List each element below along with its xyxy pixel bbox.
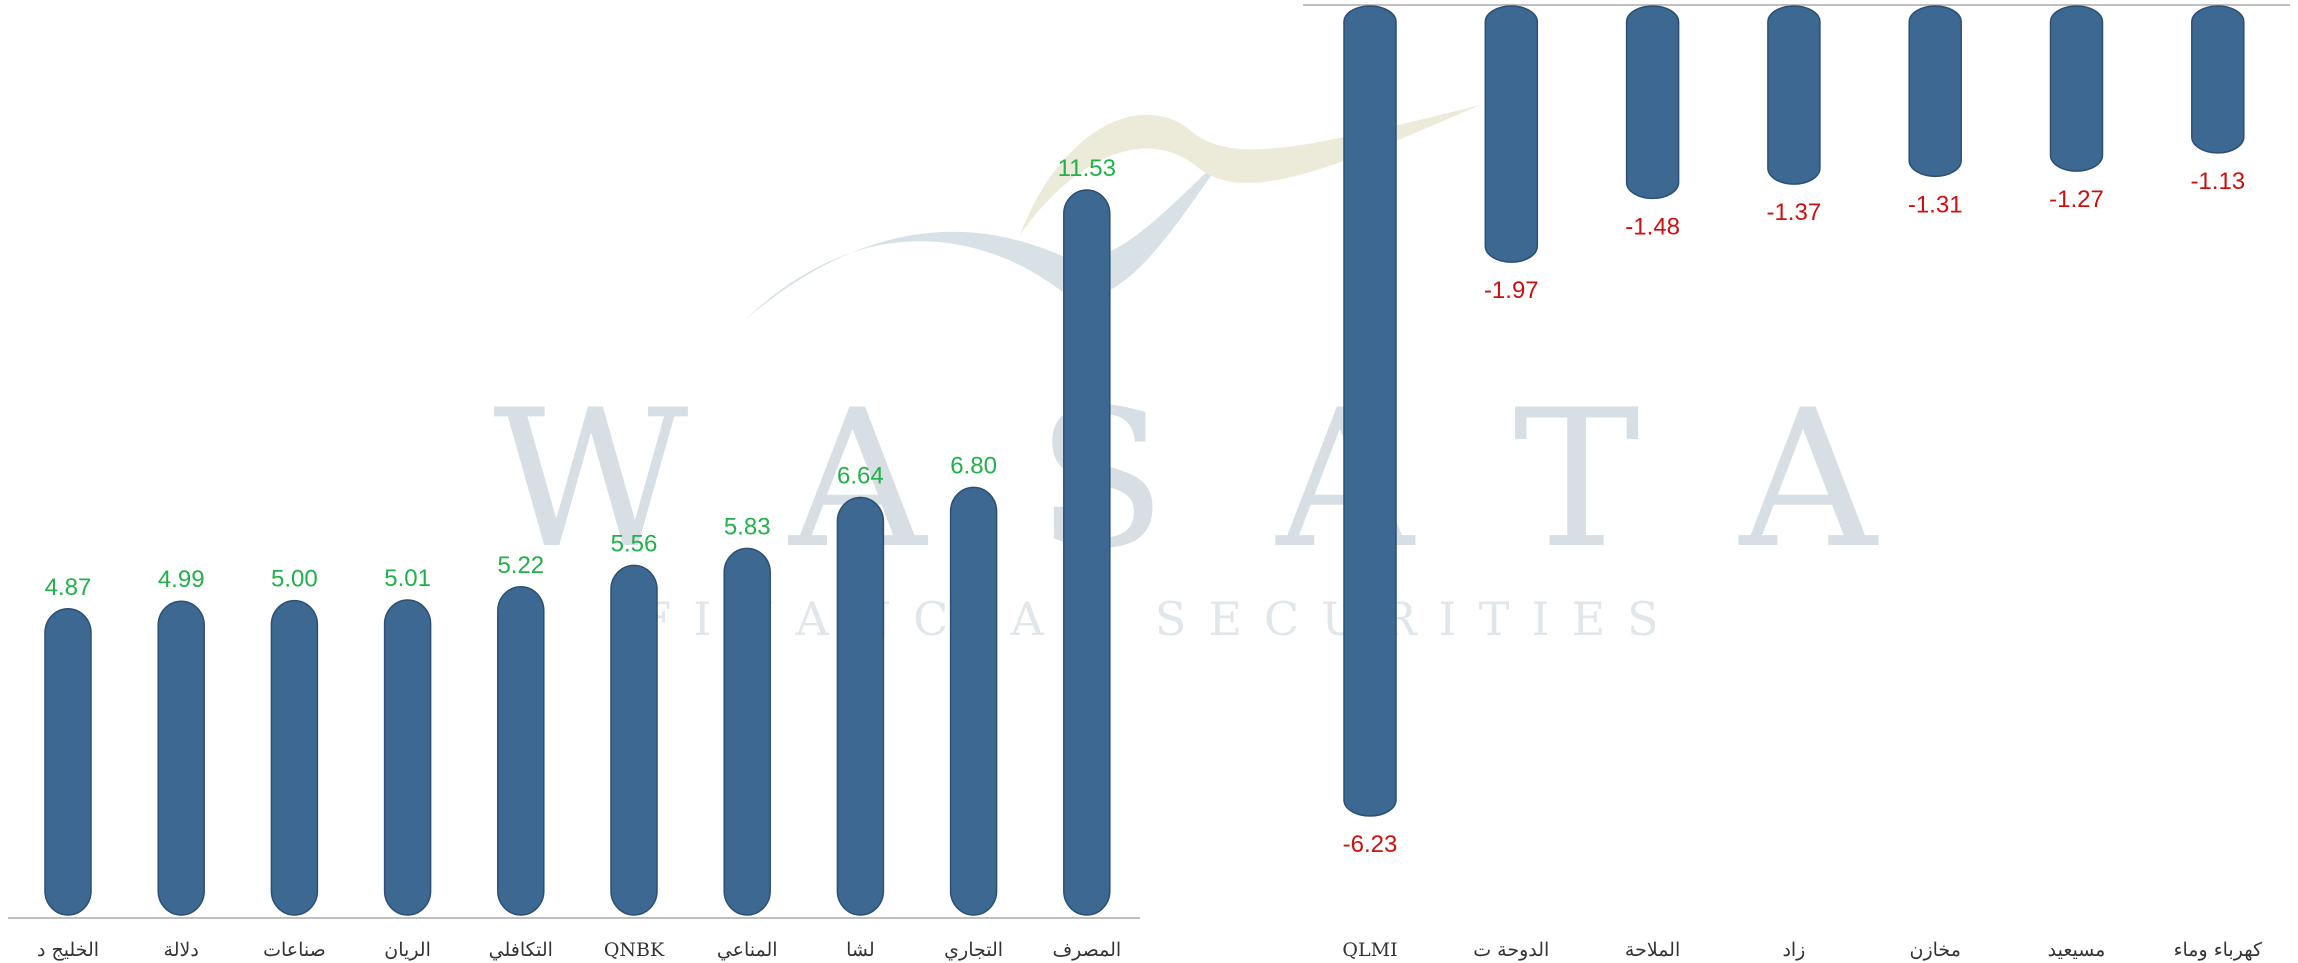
right-bar-2 bbox=[1625, 5, 1680, 200]
left-category-label-4: التكافلي bbox=[489, 939, 553, 961]
left-chart-labels: 4.87 الخليج د 4.99 دلالة 5.00 صناعات 5.01 الريا… bbox=[37, 155, 1121, 961]
watermark-brand: WASATA bbox=[493, 369, 1987, 590]
left-value-label-1: 4.99 bbox=[158, 566, 205, 593]
right-bar-3 bbox=[1767, 5, 1821, 185]
right-chart-labels: -6.23 QLMI -1.97 الدوحة ت -1.48 الملاحة -1.37 ز… bbox=[1342, 168, 2263, 961]
watermark-swoosh-blue bbox=[745, 150, 1230, 320]
right-value-label-5: -1.27 bbox=[2049, 186, 2104, 213]
left-value-label-9: 11.53 bbox=[1058, 155, 1116, 182]
right-category-label-3: زاد bbox=[1782, 939, 1805, 961]
left-bar-5 bbox=[610, 564, 658, 916]
right-bar-1 bbox=[1484, 5, 1539, 263]
watermark-tagline: FINANCIAL SECURITIES bbox=[639, 592, 1680, 646]
right-category-label-0: QLMI bbox=[1342, 939, 1397, 961]
left-chart-bars bbox=[44, 189, 1111, 916]
right-bar-5 bbox=[2049, 5, 2104, 172]
left-bar-3 bbox=[383, 599, 432, 916]
left-category-label-2: صناعات bbox=[263, 939, 326, 961]
left-category-label-7: لشا bbox=[846, 939, 875, 961]
left-bar-9 bbox=[1063, 189, 1111, 916]
left-bar-4 bbox=[497, 586, 545, 916]
right-value-label-2: -1.48 bbox=[1625, 213, 1680, 240]
left-category-label-0: الخليج د bbox=[37, 939, 99, 961]
right-value-label-4: -1.31 bbox=[1908, 191, 1963, 218]
left-category-label-1: دلالة bbox=[164, 939, 199, 961]
right-value-label-0: -6.23 bbox=[1343, 831, 1398, 858]
left-bar-1 bbox=[157, 600, 205, 916]
left-value-label-5: 5.56 bbox=[611, 530, 658, 557]
right-bar-4 bbox=[1908, 5, 1962, 178]
watermark-logo: WASATA FINANCIAL SECURITIES bbox=[493, 105, 1987, 646]
right-value-label-1: -1.97 bbox=[1484, 277, 1539, 304]
right-category-label-2: الملاحة bbox=[1625, 939, 1680, 961]
left-bar-7 bbox=[836, 496, 885, 916]
left-value-label-0: 4.87 bbox=[45, 574, 92, 601]
right-value-label-6: -1.13 bbox=[2190, 168, 2245, 195]
left-category-label-6: المناعي bbox=[717, 939, 778, 961]
left-bar-2 bbox=[270, 599, 319, 916]
right-category-label-1: الدوحة ت bbox=[1473, 939, 1549, 961]
left-value-label-7: 6.64 bbox=[837, 462, 884, 489]
left-category-label-3: الريان bbox=[384, 939, 431, 961]
left-value-label-2: 5.00 bbox=[271, 566, 318, 593]
right-value-label-3: -1.37 bbox=[1767, 199, 1822, 226]
right-category-label-4: مخازن bbox=[1910, 939, 1961, 961]
left-value-label-3: 5.01 bbox=[384, 565, 431, 592]
left-value-label-8: 6.80 bbox=[950, 452, 997, 479]
left-category-label-9: المصرف bbox=[1052, 939, 1121, 961]
left-bar-8 bbox=[949, 486, 998, 916]
left-value-label-6: 5.83 bbox=[724, 513, 771, 540]
left-bar-0 bbox=[44, 608, 92, 916]
left-value-label-4: 5.22 bbox=[497, 552, 544, 579]
left-category-label-8: التجاري bbox=[944, 939, 1003, 961]
right-chart-bars bbox=[1343, 5, 2245, 817]
right-bar-6 bbox=[2191, 5, 2245, 154]
right-category-label-5: مسيعيد bbox=[2048, 939, 2106, 961]
left-category-label-5: QNBK bbox=[604, 939, 665, 961]
left-bar-6 bbox=[723, 547, 771, 916]
right-category-label-6: كهرباء وماء bbox=[2174, 939, 2263, 961]
right-bar-0 bbox=[1343, 5, 1397, 817]
